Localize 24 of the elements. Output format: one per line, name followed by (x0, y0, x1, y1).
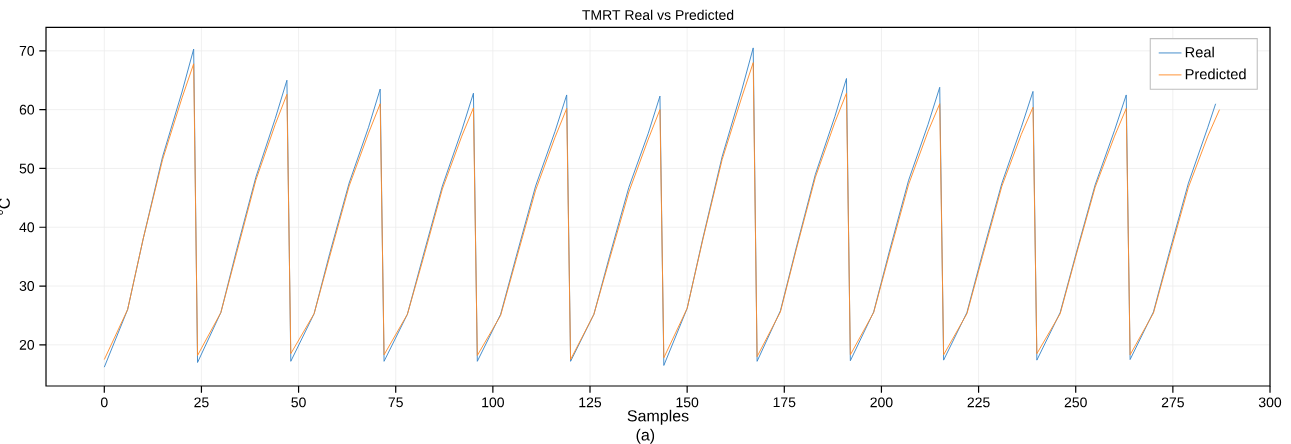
x-tick-label: 300 (1258, 397, 1282, 408)
x-tick-label: 175 (773, 397, 796, 408)
y-tick-label: 70 (19, 45, 35, 56)
y-tick-label: 60 (19, 104, 35, 115)
x-tick-label: 0 (100, 397, 108, 408)
x-tick-label: 200 (870, 397, 893, 408)
x-tick-label: 100 (482, 397, 504, 408)
x-tick-label: 75 (388, 397, 403, 408)
y-tick-label: 50 (19, 163, 35, 174)
x-tick-label: 50 (291, 397, 306, 408)
y-tick-label: 30 (19, 281, 35, 292)
chart-title: TMRT Real vs Predicted (582, 9, 734, 20)
legend-label: Real (1185, 46, 1214, 58)
x-tick-label: 225 (967, 397, 990, 408)
x-axis-title: Samples (627, 409, 689, 425)
x-tick-label: 250 (1064, 397, 1087, 408)
x-tick-label: 150 (676, 397, 699, 408)
x-tick-label: 125 (579, 397, 602, 408)
x-tick-label: 275 (1161, 397, 1184, 408)
legend-label: Predicted (1185, 68, 1246, 80)
y-tick-label: 20 (19, 339, 35, 350)
y-tick-label: 40 (19, 222, 35, 233)
x-tick-label: 25 (194, 397, 209, 408)
text: (a) (636, 428, 655, 444)
